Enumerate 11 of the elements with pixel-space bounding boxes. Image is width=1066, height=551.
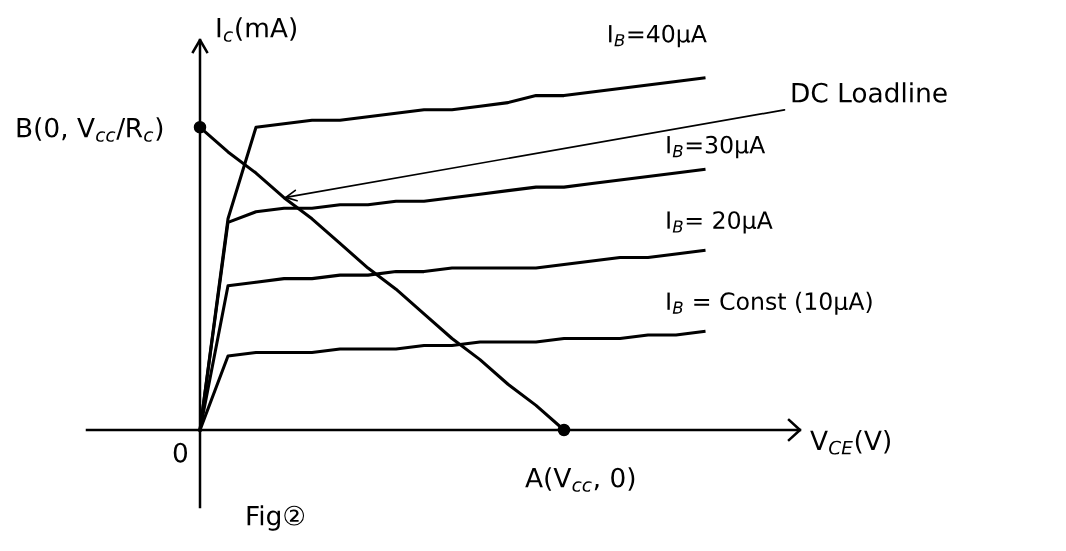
series-label: I$_{B}$= 20μA [667,211,773,234]
y-axis-title: I$_{c}$(mA) [217,17,296,42]
text: A(V$_{cc}$, 0) [525,467,635,492]
x-axis-title: V$_{CE}$(V) [810,430,890,455]
series-label: I$_{B}$=30μA [667,135,766,159]
series-label: I$_{B}$=40μA [609,24,707,48]
text: B(0, V$_{cc}$/R$_{c}$) [17,117,163,142]
series-label: I$_{B}$ = Const (10μA) [667,291,872,315]
text: DC Loadline [792,82,947,103]
text: Fig② [247,505,305,531]
text: 0 [173,442,188,463]
